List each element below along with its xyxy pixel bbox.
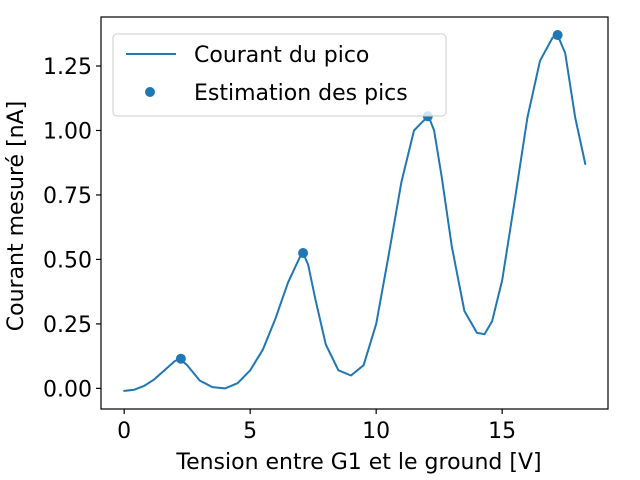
y-tick-label: 0.00 (43, 377, 92, 402)
y-tick-label: 1.25 (43, 55, 92, 80)
x-axis-label: Tension entre G1 et le ground [V] (175, 450, 541, 475)
x-tick-label: 15 (488, 419, 516, 444)
y-tick-label: 1.00 (43, 119, 92, 144)
legend-marker-swatch (145, 87, 155, 97)
x-tick-label: 5 (243, 419, 257, 444)
x-tick-label: 10 (362, 419, 390, 444)
y-tick-label: 0.50 (43, 248, 92, 273)
legend-box (112, 33, 447, 117)
y-tick-label: 0.75 (43, 184, 92, 209)
legend: Courant du pico Estimation des pics (112, 33, 447, 117)
peak-point (552, 30, 563, 41)
peak-point (298, 247, 309, 258)
y-tick-label: 0.25 (43, 313, 92, 338)
legend-label-line: Courant du pico (194, 43, 369, 68)
plot-frame (100, 16, 609, 410)
series-line-courant (123, 34, 587, 392)
x-tick-label: 0 (117, 419, 131, 444)
x-axis-ticks: 0 5 10 15 (117, 409, 516, 444)
y-axis-ticks: 0.00 0.25 0.50 0.75 1.00 1.25 (43, 55, 101, 402)
series-layer (123, 30, 587, 392)
y-axis-label: Courant mesuré [nA] (4, 101, 29, 331)
legend-label-scatter: Estimation des pics (194, 81, 408, 106)
peak-point (175, 353, 186, 364)
